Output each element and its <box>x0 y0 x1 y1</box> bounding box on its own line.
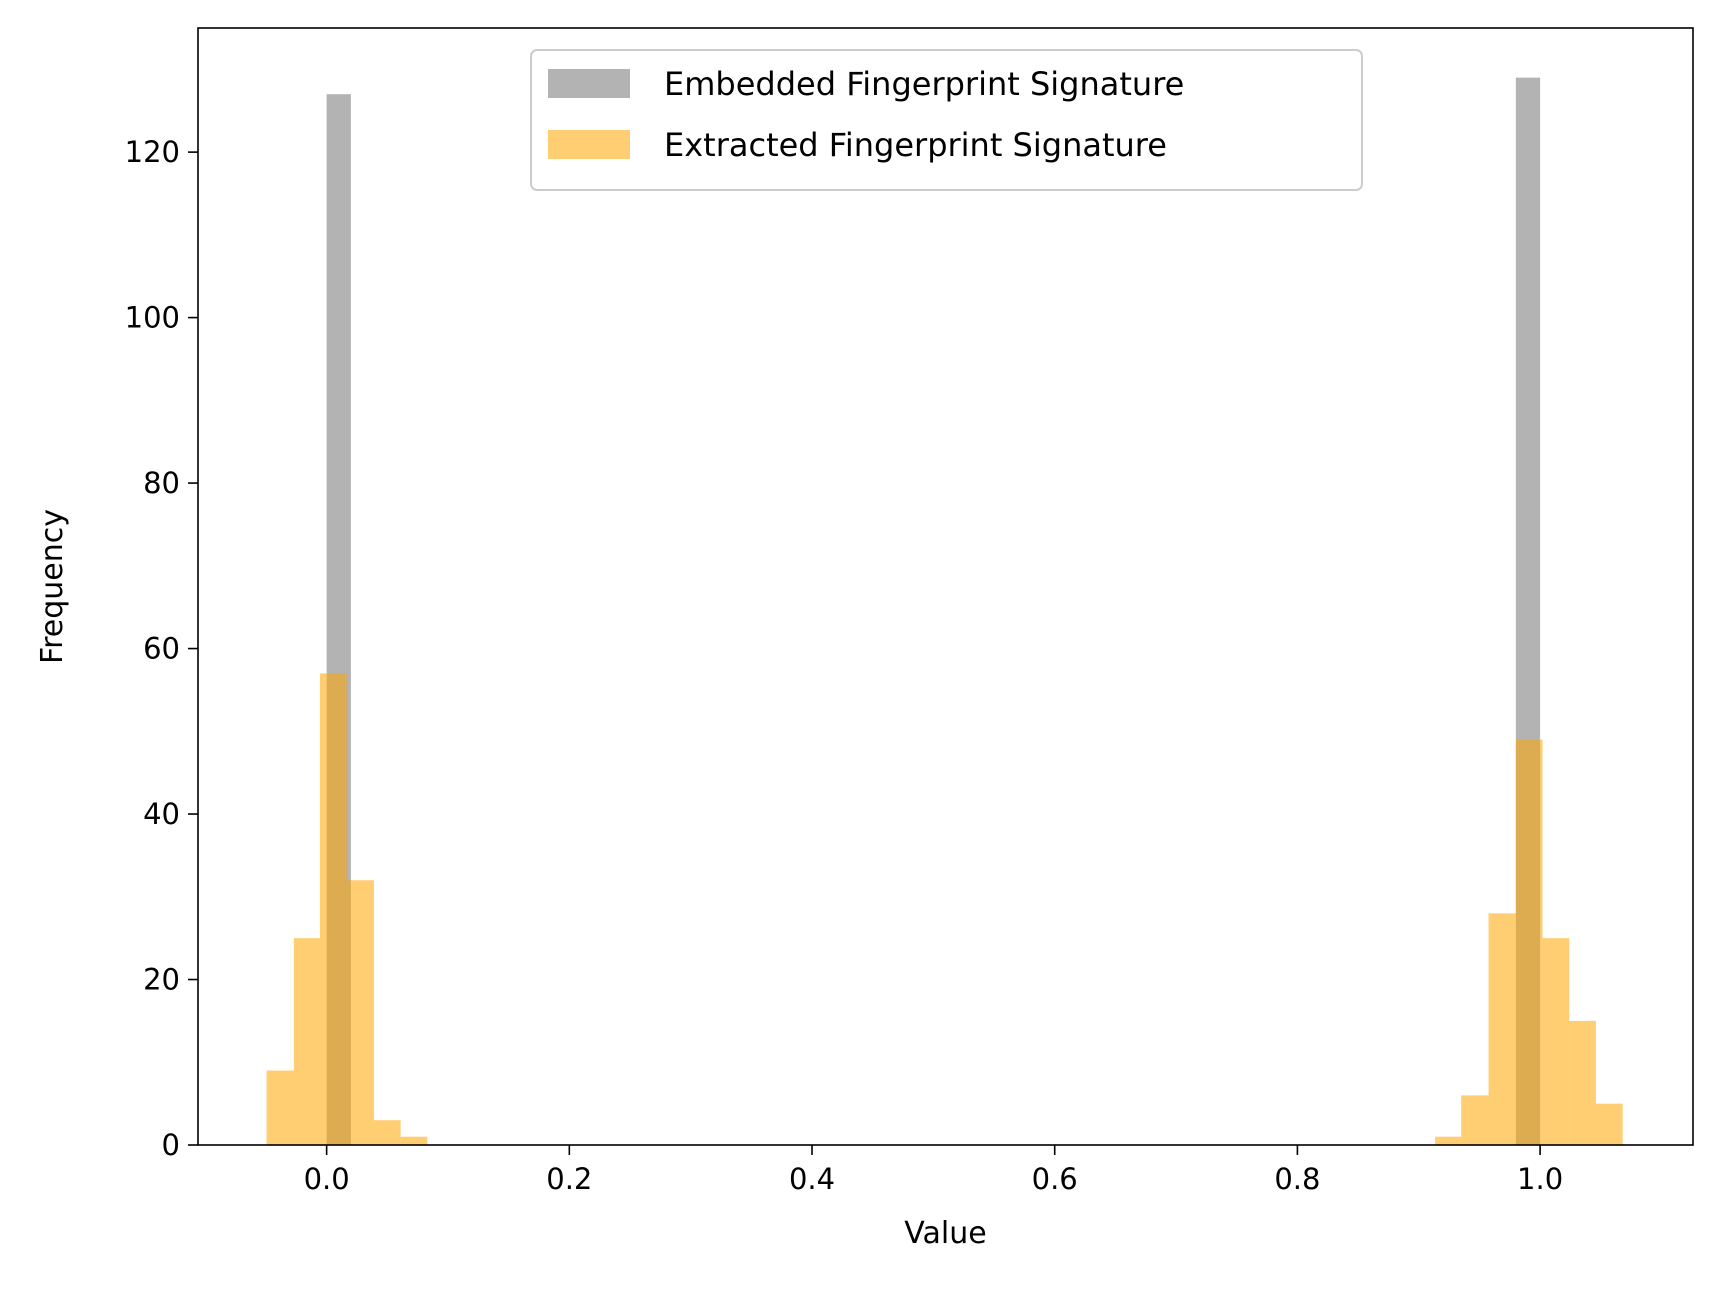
x-axis-label: Value <box>904 1216 986 1251</box>
x-tick-label: 0.0 <box>304 1162 350 1196</box>
legend-label-1: Extracted Fingerprint Signature <box>664 126 1167 164</box>
histogram-bar-series-1-bin-9 <box>1515 739 1543 1145</box>
histogram-bar-series-1-bin-6 <box>1435 1136 1462 1145</box>
y-tick-label: 40 <box>143 797 180 831</box>
histogram-bar-series-1-bin-1 <box>293 938 320 1145</box>
y-axis-label: Frequency <box>35 509 70 664</box>
y-tick-label: 100 <box>125 301 180 335</box>
y-tick-label: 20 <box>143 963 180 997</box>
histogram-bar-series-1-bin-7 <box>1461 1095 1489 1145</box>
x-tick-label: 1.0 <box>1517 1162 1563 1196</box>
y-tick-label: 120 <box>125 135 180 169</box>
x-tick-label: 0.8 <box>1274 1162 1320 1196</box>
legend-label-0: Embedded Fingerprint Signature <box>664 65 1184 103</box>
bars-layer <box>266 77 1623 1146</box>
plot-frame <box>197 27 1694 1146</box>
histogram-bar-series-1-bin-0 <box>266 1070 294 1145</box>
histogram-bar-series-1-bin-8 <box>1488 913 1516 1145</box>
legend-swatch-0 <box>548 69 630 98</box>
legend-box <box>530 49 1363 191</box>
x-tick-label: 0.6 <box>1032 1162 1078 1196</box>
legend-swatch-1 <box>548 130 630 159</box>
histogram-bar-series-1-bin-5 <box>400 1136 428 1145</box>
y-tick-label: 80 <box>143 466 180 500</box>
legend: Embedded Fingerprint Signature Extracted … <box>530 49 1363 191</box>
histogram-bar-series-1-bin-4 <box>373 1120 401 1145</box>
x-tick-label: 0.2 <box>546 1162 592 1196</box>
histogram-bar-series-1-bin-3 <box>346 880 374 1145</box>
histogram-bar-series-1-bin-2 <box>319 673 347 1145</box>
histogram-bar-series-1-bin-11 <box>1569 1020 1596 1145</box>
axes-layer: 0.0 0.2 0.4 0.6 0.8 1.0 0 20 40 60 80 100 120 <box>125 27 1694 1196</box>
y-tick-label: 0 <box>162 1128 180 1162</box>
x-tick-label: 0.4 <box>789 1162 835 1196</box>
histogram-bar-series-1-bin-10 <box>1542 938 1570 1145</box>
histogram-bar-series-1-bin-12 <box>1595 1103 1623 1145</box>
y-tick-label: 60 <box>143 632 180 666</box>
